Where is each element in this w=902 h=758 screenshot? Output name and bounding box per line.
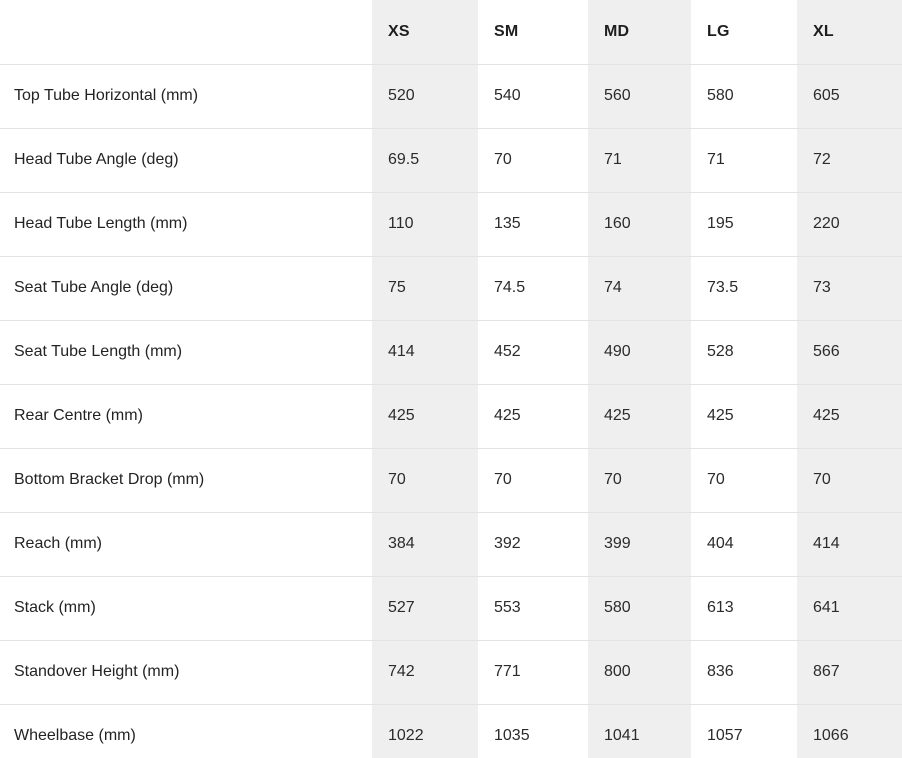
cell-md: 425 — [588, 383, 691, 448]
cell-lg: 1057 — [691, 703, 797, 758]
cell-lg: 580 — [691, 63, 797, 128]
cell-xs: 414 — [372, 319, 478, 384]
header-cell-lg: LG — [691, 0, 797, 64]
row-label: Seat Tube Length (mm) — [0, 319, 372, 384]
row-label: Head Tube Angle (deg) — [0, 127, 372, 192]
row-label: Reach (mm) — [0, 511, 372, 576]
header-cell-md: MD — [588, 0, 691, 64]
row-label: Seat Tube Angle (deg) — [0, 255, 372, 320]
cell-sm: 392 — [478, 511, 588, 576]
table-row: Stack (mm) 527 553 580 613 641 — [0, 575, 902, 640]
cell-xl: 1066 — [797, 703, 902, 758]
cell-sm: 1035 — [478, 703, 588, 758]
cell-xl: 605 — [797, 63, 902, 128]
header-cell-sm: SM — [478, 0, 588, 64]
row-label: Standover Height (mm) — [0, 639, 372, 704]
cell-md: 1041 — [588, 703, 691, 758]
table-row: Head Tube Angle (deg) 69.5 70 71 71 72 — [0, 127, 902, 192]
table-row: Seat Tube Angle (deg) 75 74.5 74 73.5 73 — [0, 255, 902, 320]
cell-sm: 452 — [478, 319, 588, 384]
cell-sm: 553 — [478, 575, 588, 640]
table-row: Rear Centre (mm) 425 425 425 425 425 — [0, 383, 902, 448]
cell-xs: 1022 — [372, 703, 478, 758]
cell-lg: 528 — [691, 319, 797, 384]
header-cell-xs: XS — [372, 0, 478, 64]
cell-xs: 425 — [372, 383, 478, 448]
cell-sm: 425 — [478, 383, 588, 448]
table-row: Top Tube Horizontal (mm) 520 540 560 580 605 — [0, 63, 902, 128]
cell-xs: 520 — [372, 63, 478, 128]
cell-lg: 73.5 — [691, 255, 797, 320]
cell-md: 560 — [588, 63, 691, 128]
cell-lg: 404 — [691, 511, 797, 576]
table-row: Seat Tube Length (mm) 414 452 490 528 566 — [0, 319, 902, 384]
cell-xl: 220 — [797, 191, 902, 256]
cell-sm: 74.5 — [478, 255, 588, 320]
row-label: Head Tube Length (mm) — [0, 191, 372, 256]
row-label: Top Tube Horizontal (mm) — [0, 63, 372, 128]
cell-xs: 527 — [372, 575, 478, 640]
cell-xl: 566 — [797, 319, 902, 384]
cell-md: 399 — [588, 511, 691, 576]
cell-xs: 384 — [372, 511, 478, 576]
cell-lg: 836 — [691, 639, 797, 704]
cell-lg: 613 — [691, 575, 797, 640]
cell-md: 490 — [588, 319, 691, 384]
cell-xl: 72 — [797, 127, 902, 192]
row-label: Rear Centre (mm) — [0, 383, 372, 448]
cell-sm: 540 — [478, 63, 588, 128]
cell-xl: 425 — [797, 383, 902, 448]
cell-xl: 414 — [797, 511, 902, 576]
cell-sm: 70 — [478, 447, 588, 512]
cell-lg: 425 — [691, 383, 797, 448]
cell-md: 70 — [588, 447, 691, 512]
cell-md: 160 — [588, 191, 691, 256]
cell-xs: 70 — [372, 447, 478, 512]
table-row: Head Tube Length (mm) 110 135 160 195 220 — [0, 191, 902, 256]
cell-xs: 742 — [372, 639, 478, 704]
cell-xl: 867 — [797, 639, 902, 704]
cell-xl: 641 — [797, 575, 902, 640]
table-row: Standover Height (mm) 742 771 800 836 867 — [0, 639, 902, 704]
header-cell-xl: XL — [797, 0, 902, 64]
cell-xs: 110 — [372, 191, 478, 256]
cell-md: 580 — [588, 575, 691, 640]
table-row: Reach (mm) 384 392 399 404 414 — [0, 511, 902, 576]
row-label: Stack (mm) — [0, 575, 372, 640]
table-header: XS SM MD LG XL — [0, 0, 902, 64]
table-body: Top Tube Horizontal (mm) 520 540 560 580 605 H… — [0, 63, 902, 758]
row-label: Wheelbase (mm) — [0, 703, 372, 758]
cell-lg: 195 — [691, 191, 797, 256]
cell-sm: 70 — [478, 127, 588, 192]
cell-xl: 70 — [797, 447, 902, 512]
cell-xl: 73 — [797, 255, 902, 320]
cell-xs: 75 — [372, 255, 478, 320]
cell-md: 74 — [588, 255, 691, 320]
cell-md: 71 — [588, 127, 691, 192]
table-row: Wheelbase (mm) 1022 1035 1041 1057 1066 — [0, 703, 902, 758]
header-row: XS SM MD LG XL — [0, 0, 902, 64]
table-row: Bottom Bracket Drop (mm) 70 70 70 70 70 — [0, 447, 902, 512]
cell-md: 800 — [588, 639, 691, 704]
cell-lg: 70 — [691, 447, 797, 512]
cell-sm: 135 — [478, 191, 588, 256]
row-label: Bottom Bracket Drop (mm) — [0, 447, 372, 512]
cell-sm: 771 — [478, 639, 588, 704]
header-cell-measurement — [0, 0, 372, 64]
cell-lg: 71 — [691, 127, 797, 192]
cell-xs: 69.5 — [372, 127, 478, 192]
